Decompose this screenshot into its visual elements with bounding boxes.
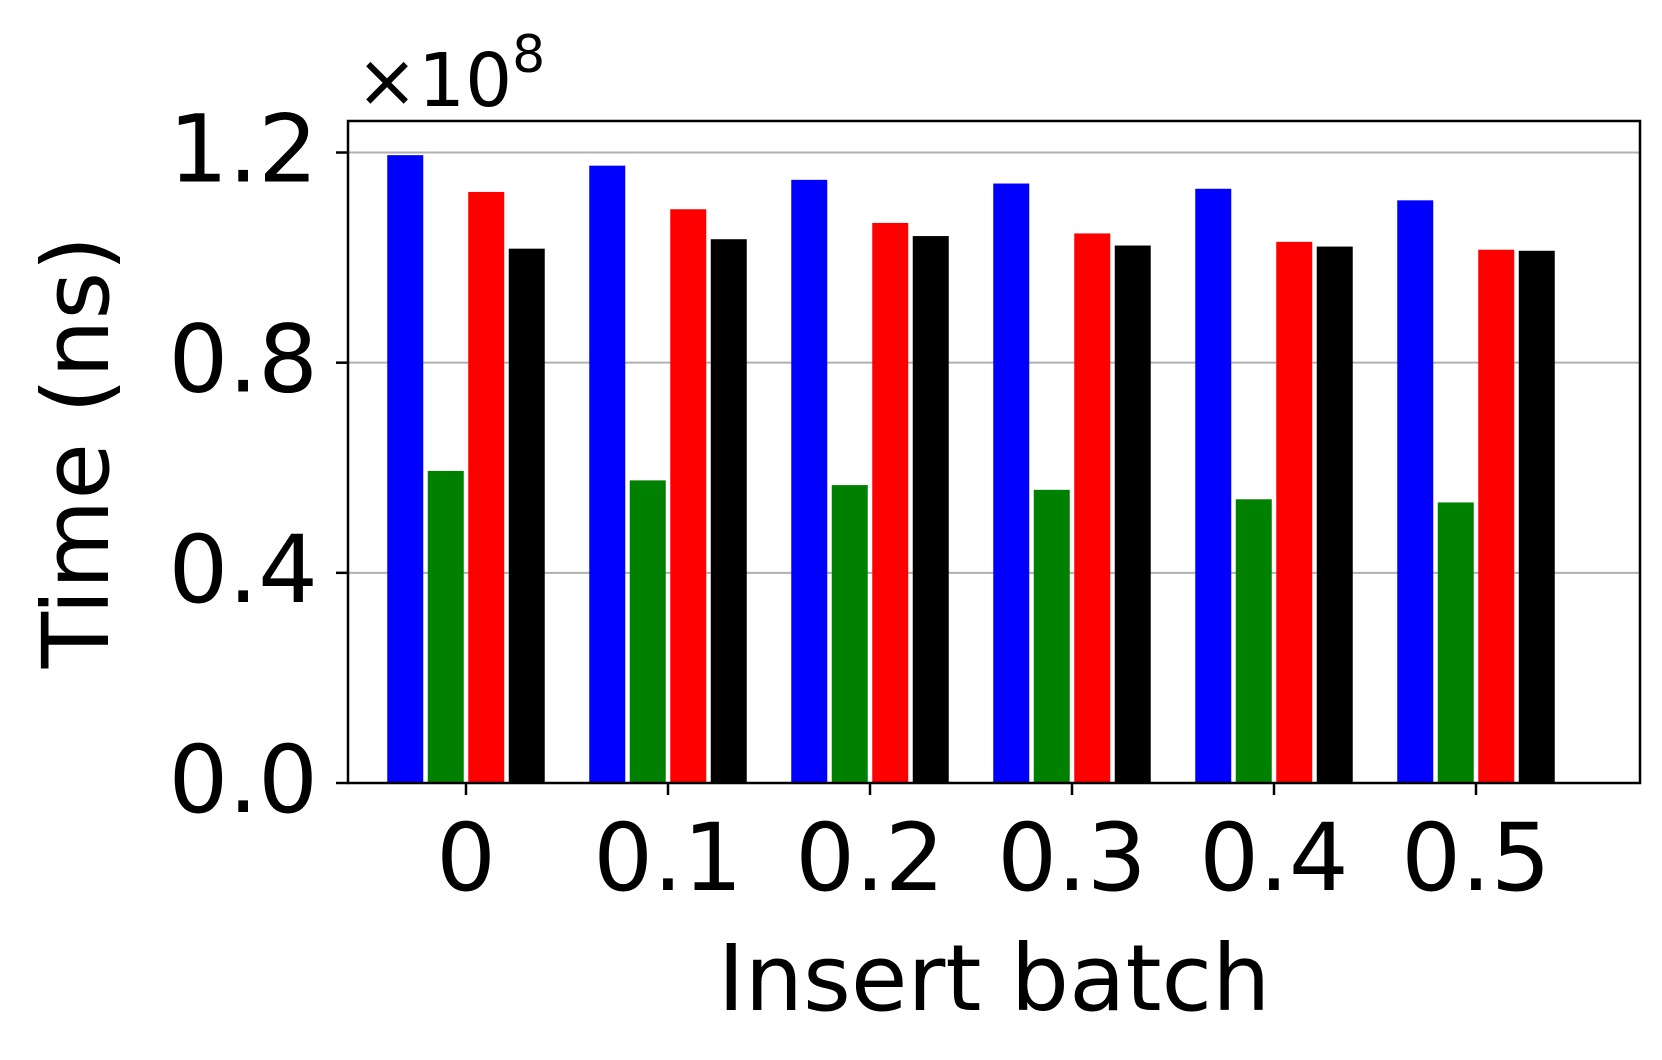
bar-series4-cat2 xyxy=(912,236,949,784)
y-tick-label-2: 0.8 xyxy=(169,306,319,415)
x-tick-label-2: 0.2 xyxy=(795,804,945,913)
y-tick-label-3: 1.2 xyxy=(169,96,319,205)
bar-series3-cat1 xyxy=(670,209,707,783)
x-axis-label: Insert batch xyxy=(718,925,1271,1032)
bar-series3-cat2 xyxy=(872,222,909,783)
bar-series1-cat3 xyxy=(993,183,1030,783)
bar-series2-cat3 xyxy=(1033,489,1070,783)
x-tick-label-4: 0.4 xyxy=(1199,804,1349,913)
bar-series3-cat0 xyxy=(468,191,505,783)
y-tick-label-0: 0.0 xyxy=(169,726,319,835)
x-tick-label-0: 0 xyxy=(436,804,496,913)
x-tick-label-3: 0.3 xyxy=(997,804,1147,913)
bar-series2-cat1 xyxy=(629,480,666,783)
bar-series4-cat3 xyxy=(1114,245,1151,783)
bar-series2-cat2 xyxy=(831,485,868,783)
x-tick-label-1: 0.1 xyxy=(593,804,743,913)
bar-series2-cat0 xyxy=(427,470,464,783)
bar-series1-cat1 xyxy=(589,165,626,783)
bar-series1-cat4 xyxy=(1195,188,1232,783)
bar-series3-cat5 xyxy=(1478,249,1515,783)
bars xyxy=(387,155,1555,784)
plot-frame xyxy=(346,119,1642,785)
axis-ticks: 0.0 0.4 0.8 1.2 0 0.1 0.2 0.3 0.4 0.5 xyxy=(169,96,1551,913)
y-tick-label-1: 0.4 xyxy=(169,516,319,625)
bar-series1-cat0 xyxy=(387,155,424,784)
y-axis-label: Time (ns) xyxy=(23,236,130,669)
bar-series3-cat4 xyxy=(1276,241,1313,784)
bar-series1-cat2 xyxy=(791,179,828,783)
bar-series4-cat0 xyxy=(508,248,545,783)
bar-series2-cat4 xyxy=(1235,499,1272,783)
y-multiplier-exponent: 8 xyxy=(512,25,545,85)
x-tick-label-5: 0.5 xyxy=(1401,804,1551,913)
bar-series4-cat4 xyxy=(1316,246,1353,784)
bar-series3-cat3 xyxy=(1074,233,1111,783)
y-multiplier: ×108 xyxy=(356,25,545,124)
y-multiplier-base: ×10 xyxy=(356,38,512,124)
bar-series4-cat5 xyxy=(1518,250,1555,783)
bar-series4-cat1 xyxy=(710,239,747,783)
bar-series2-cat5 xyxy=(1437,502,1474,783)
bar-series1-cat5 xyxy=(1397,200,1434,784)
